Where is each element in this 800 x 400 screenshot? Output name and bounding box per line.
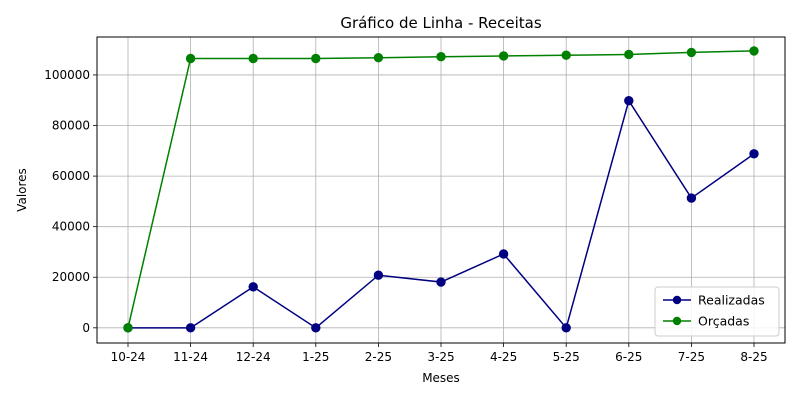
x-axis-label: Meses <box>422 371 460 385</box>
x-tick-label: 3-25 <box>427 350 454 364</box>
x-tick-label: 11-24 <box>173 350 208 364</box>
data-point <box>123 323 133 333</box>
data-point <box>311 323 321 333</box>
y-tick-label: 80000 <box>52 119 90 133</box>
x-tick-label: 2-25 <box>365 350 392 364</box>
data-point <box>185 53 196 64</box>
chart-title: Gráfico de Linha - Receitas <box>340 14 542 32</box>
data-point <box>624 96 634 106</box>
legend-marker <box>672 295 682 305</box>
series-1 <box>123 96 759 333</box>
data-point <box>498 249 509 259</box>
x-tick-label: 1-25 <box>302 350 329 364</box>
x-tick-label: 7-25 <box>678 350 705 364</box>
x-tick-label: 4-25 <box>490 350 517 364</box>
x-tick-label: 6-25 <box>615 350 642 364</box>
series-layer <box>123 46 759 333</box>
data-point <box>686 47 697 58</box>
data-point <box>373 53 384 63</box>
data-point <box>248 53 258 64</box>
x-tick-label: 10-24 <box>111 350 146 364</box>
legend: Realizadas Orçadas <box>654 286 780 337</box>
plot-frame <box>96 36 786 344</box>
data-point <box>686 193 697 203</box>
y-tick-label: 20000 <box>52 270 90 284</box>
x-tick-label: 12-24 <box>236 350 271 364</box>
data-point <box>185 323 196 333</box>
y-tick-label: 0 <box>82 321 90 335</box>
legend-label: Realizadas <box>698 293 765 308</box>
data-point <box>561 50 571 60</box>
data-point <box>373 270 384 280</box>
data-point <box>436 52 446 62</box>
data-point <box>498 51 509 61</box>
legend-item: Realizadas <box>663 293 765 308</box>
data-point <box>248 282 258 292</box>
x-tick-label: 8-25 <box>740 350 767 364</box>
grid <box>97 37 785 343</box>
x-axis: 10-24 11-24 12-24 1-25 2-25 3-25 4-25 5-25 6-25 7… <box>111 343 768 364</box>
legend-label: Orçadas <box>698 314 749 329</box>
x-tick-label: 5-25 <box>553 350 580 364</box>
data-point <box>436 277 446 287</box>
y-tick-label: 100000 <box>44 68 90 82</box>
y-tick-label: 40000 <box>52 220 90 234</box>
data-point <box>749 46 759 56</box>
data-point <box>311 53 321 64</box>
legend-item: Orçadas <box>663 314 749 329</box>
y-tick-label: 60000 <box>52 169 90 183</box>
data-point <box>561 323 571 333</box>
data-point <box>624 49 634 60</box>
series-2 <box>123 46 759 333</box>
legend-marker <box>672 316 682 326</box>
y-axis-label: Valores <box>15 168 29 212</box>
y-axis: 0 20000 40000 60000 80000 100000 <box>44 68 97 335</box>
data-point <box>749 149 759 159</box>
